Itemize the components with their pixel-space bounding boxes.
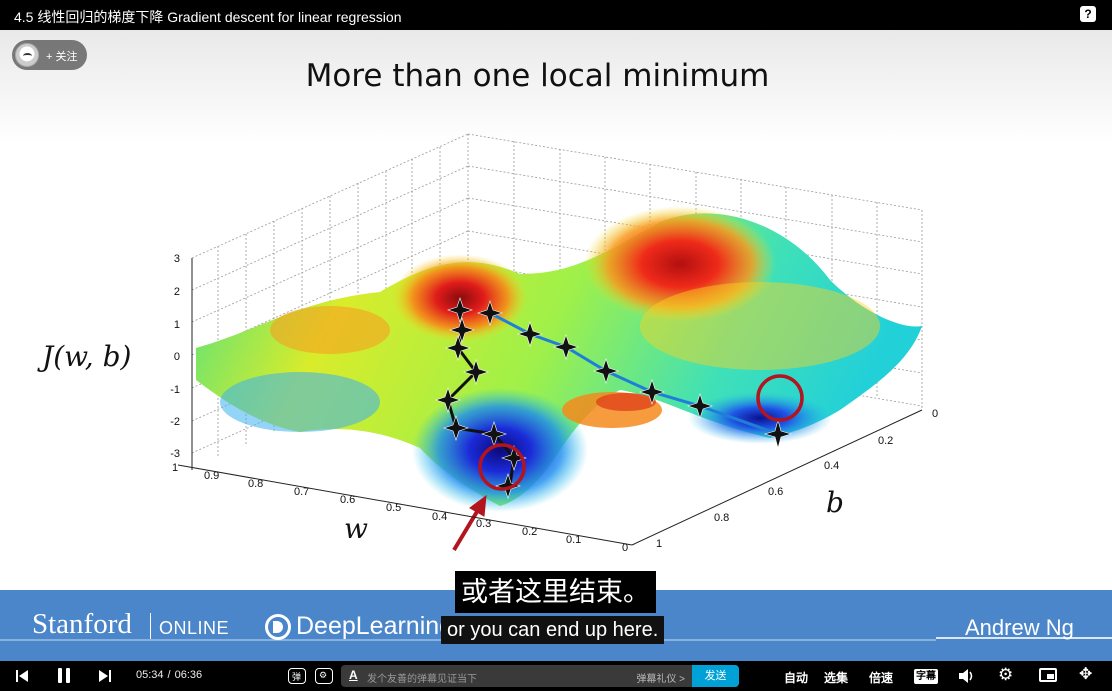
- slide-title: More than one local minimum: [305, 58, 770, 94]
- avatar: [15, 43, 39, 67]
- z-tick: -3: [170, 448, 180, 460]
- question-mark-icon[interactable]: ?: [1080, 6, 1096, 22]
- z-tick: 2: [174, 286, 180, 298]
- z-tick: -1: [170, 384, 180, 396]
- z-tick: 1: [174, 319, 180, 331]
- descent-steps: [435, 297, 793, 499]
- z-tick: -2: [170, 416, 180, 428]
- player-controls: 05:34/06:36 弹 ⚙ A 发个友善的弹幕见证当下 弹幕礼仪 > 发送 …: [0, 661, 1112, 691]
- volume-icon[interactable]: [957, 667, 975, 685]
- w-tick: 0.4: [432, 511, 447, 523]
- divider: [150, 613, 151, 639]
- w-tick: 0.8: [248, 478, 263, 490]
- send-button[interactable]: 发送: [692, 665, 739, 687]
- danmaku-toggle-icon[interactable]: 弹: [288, 668, 306, 684]
- w-axis-label: w: [344, 512, 368, 545]
- danmaku-placeholder: 发个友善的弹幕见证当下: [367, 674, 477, 685]
- w-tick: 0.9: [204, 470, 219, 482]
- danmaku-settings-icon[interactable]: ⚙: [315, 668, 333, 684]
- danmaku-input[interactable]: A 发个友善的弹幕见证当下 弹幕礼仪 >: [341, 665, 692, 687]
- w-tick: 0.1: [566, 534, 581, 546]
- b-tick: 0.2: [878, 435, 893, 447]
- video-title: 4.5 线性回归的梯度下降 Gradient descent for linea…: [14, 9, 402, 25]
- b-tick: 0.4: [824, 460, 839, 472]
- z-tick-labels: 3 2 1 0 -1 -2 -3: [170, 253, 180, 460]
- subtitle-chinese: 或者这里结束。: [455, 571, 656, 613]
- surface: [196, 206, 922, 512]
- autoplay-button[interactable]: 自动: [784, 671, 809, 685]
- z-tick: 3: [174, 253, 180, 265]
- w-tick-labels: 1 0.9 0.8 0.7 0.6 0.5 0.4 0.3 0.2 0.1 0: [172, 462, 628, 554]
- deeplearning-logo-icon: [265, 614, 291, 640]
- picture-in-picture-icon[interactable]: [1039, 668, 1057, 682]
- video-frame[interactable]: 3 2 1 0 -1 -2 -3 1 0.9 0.8 0.7 0.6 0.5 0…: [0, 30, 1112, 661]
- subtitle-button[interactable]: 字幕: [914, 669, 938, 684]
- stanford-logo: Stanford: [32, 608, 132, 640]
- b-tick: 0.8: [714, 512, 729, 524]
- minimum-circle-left: [478, 443, 526, 491]
- video-title-bar: 4.5 线性回归的梯度下降 Gradient descent for linea…: [0, 0, 1112, 30]
- b-tick: 0: [932, 408, 938, 420]
- divider: [936, 637, 1112, 639]
- time-separator: /: [167, 669, 171, 681]
- b-axis-label: b: [826, 486, 844, 519]
- fullscreen-icon[interactable]: ✥: [1079, 666, 1093, 683]
- episodes-button[interactable]: 选集: [824, 671, 849, 685]
- subtitle-english: or you can end up here.: [441, 616, 665, 644]
- next-icon[interactable]: [98, 668, 114, 684]
- surface-plot: 3 2 1 0 -1 -2 -3 1 0.9 0.8 0.7 0.6 0.5 0…: [37, 133, 938, 554]
- font-style-icon[interactable]: A: [349, 668, 358, 682]
- axes: [177, 258, 923, 546]
- instructor-name: Andrew Ng: [965, 615, 1074, 640]
- w-tick: 0: [622, 542, 628, 554]
- gear-icon[interactable]: ⚙: [998, 665, 1014, 684]
- follow-label: + 关注: [46, 51, 78, 63]
- w-tick: 1: [172, 462, 178, 474]
- danmaku-etiquette-link[interactable]: 弹幕礼仪 >: [636, 674, 685, 685]
- total-time: 06:36: [174, 669, 203, 681]
- b-tick: 0.6: [768, 486, 783, 498]
- z-tick: 0: [174, 351, 180, 363]
- b-tick: 1: [656, 538, 662, 550]
- w-tick: 0.6: [340, 494, 355, 506]
- w-tick: 0.7: [294, 486, 309, 498]
- speed-button[interactable]: 倍速: [869, 671, 894, 685]
- pause-icon[interactable]: [57, 668, 71, 684]
- z-axis-label: J(w, b): [37, 340, 131, 373]
- w-tick: 0.5: [386, 502, 401, 514]
- previous-icon[interactable]: [16, 668, 32, 684]
- time-display: 05:34/06:36: [136, 669, 202, 681]
- w-tick: 0.2: [522, 526, 537, 538]
- b-tick-labels: 0 0.2 0.4 0.6 0.8 1: [656, 408, 938, 550]
- follow-button[interactable]: + 关注: [12, 40, 87, 70]
- w-tick: 0.3: [476, 518, 491, 530]
- current-time: 05:34: [136, 669, 164, 681]
- minimum-circle-right: [756, 374, 804, 422]
- online-label: ONLINE: [159, 618, 230, 638]
